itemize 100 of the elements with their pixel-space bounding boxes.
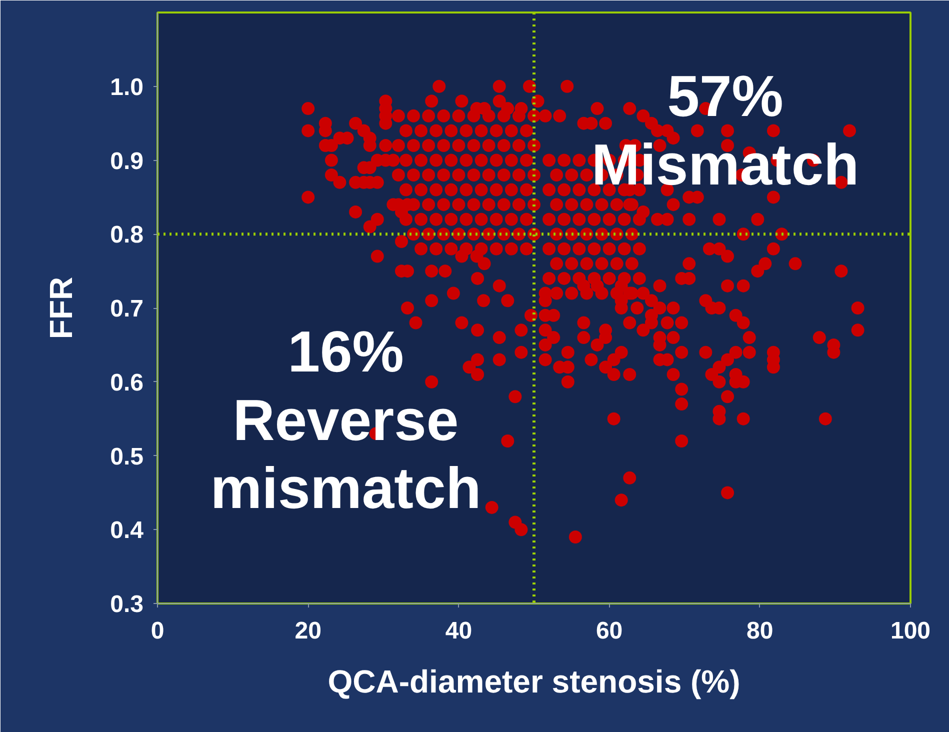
point xyxy=(512,168,526,182)
point xyxy=(302,124,315,138)
point xyxy=(363,220,376,234)
point xyxy=(595,198,608,212)
point xyxy=(425,294,438,308)
point xyxy=(614,494,628,507)
point xyxy=(455,316,468,330)
point xyxy=(474,183,488,196)
point xyxy=(462,360,476,374)
point xyxy=(630,302,644,314)
point xyxy=(430,212,443,226)
y-tick-label: 0.9 xyxy=(110,148,144,175)
point xyxy=(553,109,566,122)
point xyxy=(444,212,458,226)
point xyxy=(531,94,544,108)
point xyxy=(632,212,646,226)
point xyxy=(623,316,636,330)
point xyxy=(349,116,362,130)
point xyxy=(514,523,528,536)
point xyxy=(558,272,571,285)
y-tick-label: 0.5 xyxy=(110,443,144,470)
point xyxy=(721,486,734,500)
point xyxy=(482,109,496,122)
point xyxy=(542,212,556,226)
point xyxy=(588,242,601,256)
x-axis-title: QCA-diameter stenosis (%) xyxy=(328,664,740,700)
x-tick-label: 100 xyxy=(890,618,931,644)
point xyxy=(623,471,636,484)
x-tick-label: 60 xyxy=(596,618,623,644)
point xyxy=(788,257,802,270)
point xyxy=(580,198,594,212)
point xyxy=(432,80,446,93)
point xyxy=(550,168,564,182)
point xyxy=(399,212,412,226)
point xyxy=(675,434,688,448)
point xyxy=(682,257,696,270)
point xyxy=(666,198,680,212)
point xyxy=(550,228,564,241)
point xyxy=(471,272,484,285)
point xyxy=(501,434,514,448)
point xyxy=(437,109,450,122)
point xyxy=(812,331,826,344)
point xyxy=(324,154,338,167)
point xyxy=(422,109,436,122)
point xyxy=(561,346,574,359)
point xyxy=(618,212,631,226)
point xyxy=(392,168,405,182)
point xyxy=(758,257,772,270)
point xyxy=(595,257,608,270)
point xyxy=(751,212,764,226)
point xyxy=(742,346,756,359)
point xyxy=(577,316,590,330)
point xyxy=(580,286,594,300)
point xyxy=(699,346,712,359)
point xyxy=(565,168,578,182)
point xyxy=(477,294,490,308)
point xyxy=(478,257,491,270)
point xyxy=(572,154,586,167)
point xyxy=(422,168,436,182)
point xyxy=(636,286,650,300)
point xyxy=(599,116,612,130)
point xyxy=(399,124,412,138)
point xyxy=(580,168,594,182)
point xyxy=(577,331,590,344)
point xyxy=(492,279,506,292)
point xyxy=(851,302,864,314)
point xyxy=(550,286,564,300)
point xyxy=(407,168,420,182)
point xyxy=(572,183,586,196)
point xyxy=(422,198,436,212)
point xyxy=(504,212,518,226)
point xyxy=(409,316,422,330)
point xyxy=(602,272,616,285)
point xyxy=(471,368,484,381)
point xyxy=(618,242,631,256)
point xyxy=(504,183,518,196)
point xyxy=(675,382,688,396)
point xyxy=(414,183,428,196)
point xyxy=(520,183,533,196)
point xyxy=(550,257,564,270)
point xyxy=(485,500,498,514)
point xyxy=(460,124,473,138)
point xyxy=(430,154,443,167)
point xyxy=(497,138,510,152)
point xyxy=(675,346,688,359)
point xyxy=(610,286,624,300)
point xyxy=(425,264,438,278)
point xyxy=(407,109,420,122)
point xyxy=(501,294,514,308)
point xyxy=(414,154,428,167)
point xyxy=(607,368,620,381)
point xyxy=(610,228,624,241)
point xyxy=(614,346,628,359)
point xyxy=(492,331,506,344)
point xyxy=(512,198,526,212)
point xyxy=(444,154,458,167)
point xyxy=(625,257,638,270)
y-axis-title: FFR xyxy=(43,276,80,340)
point xyxy=(538,338,552,352)
point xyxy=(392,109,405,122)
